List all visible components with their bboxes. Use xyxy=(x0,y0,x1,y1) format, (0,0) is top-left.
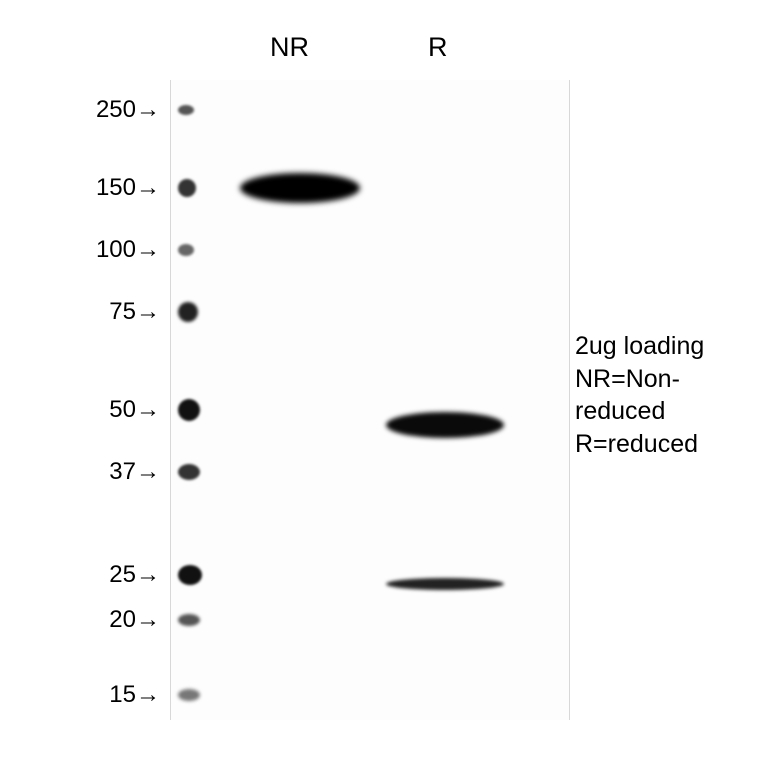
mw-marker-15: 15→ xyxy=(0,681,160,709)
r-band xyxy=(386,578,504,590)
ladder-band xyxy=(178,179,196,197)
ladder-band xyxy=(178,105,194,115)
mw-marker-150: 150→ xyxy=(0,174,160,202)
ladder-band xyxy=(178,565,202,585)
blot-membrane xyxy=(170,80,570,720)
lane-header-nr: NR xyxy=(270,32,309,63)
lane-header-r: R xyxy=(428,32,448,63)
mw-marker-250: 250→ xyxy=(0,96,160,124)
mw-marker-20: 20→ xyxy=(0,606,160,634)
mw-marker-100: 100→ xyxy=(0,236,160,264)
ladder-band xyxy=(178,689,200,701)
legend-text: 2ug loading NR=Non- reduced R=reduced xyxy=(575,330,704,460)
ladder-band xyxy=(178,464,200,480)
mw-marker-50: 50→ xyxy=(0,396,160,424)
ladder-band xyxy=(178,244,194,256)
ladder-band xyxy=(178,614,200,626)
r-band xyxy=(386,412,504,438)
ladder-band xyxy=(178,399,200,421)
mw-marker-75: 75→ xyxy=(0,298,160,326)
mw-marker-25: 25→ xyxy=(0,561,160,589)
legend-line: 2ug loading xyxy=(575,332,704,360)
legend-line: NR=Non- xyxy=(575,365,680,393)
nr-band xyxy=(240,173,360,203)
legend-line: reduced xyxy=(575,397,665,425)
legend-line: R=reduced xyxy=(575,430,698,458)
mw-marker-37: 37→ xyxy=(0,458,160,486)
ladder-band xyxy=(178,302,198,322)
